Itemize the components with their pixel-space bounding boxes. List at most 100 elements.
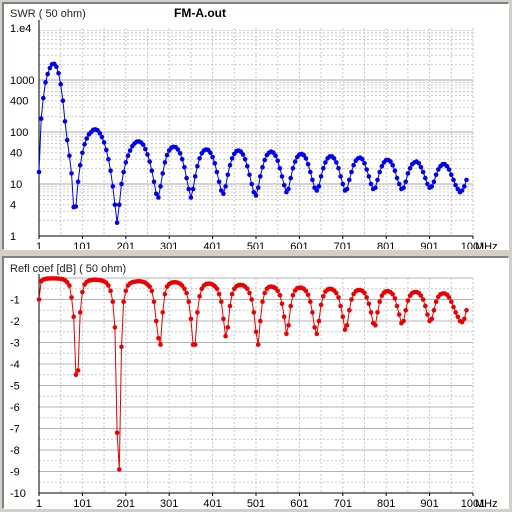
swr-data-point	[54, 64, 59, 69]
swr-data-point	[208, 150, 213, 155]
swr-data-point	[279, 174, 285, 179]
refl-data-point	[247, 290, 252, 296]
swr-data-point	[444, 163, 450, 169]
refl-data-point	[114, 430, 120, 436]
swr-data-point	[153, 191, 159, 196]
refl-data-point	[156, 335, 161, 341]
swr-data-point	[240, 152, 246, 157]
refl-data-point	[77, 310, 83, 315]
swr-data-point	[80, 150, 85, 155]
swr-data-point	[97, 130, 103, 136]
refl-data-point	[151, 299, 157, 304]
swr-data-point	[388, 159, 393, 164]
swr-data-point	[177, 151, 183, 156]
refl-data-point	[179, 283, 185, 288]
refl-data-point	[314, 331, 320, 337]
refl-data-point	[67, 283, 72, 288]
swr-data-point	[117, 202, 122, 207]
swr-data-point	[281, 182, 287, 188]
swr-data-point	[375, 177, 380, 183]
refl-data-point	[316, 318, 322, 324]
swr-data-point	[303, 156, 309, 161]
swr-data-point	[379, 163, 385, 169]
refl-data-point	[245, 286, 250, 292]
swr-data-point	[449, 172, 454, 178]
swr-data-point	[43, 80, 48, 85]
swr-data-point	[273, 153, 278, 158]
x-tick-label: 1	[36, 498, 42, 508]
refl-data-point	[255, 342, 261, 347]
refl-data-point	[340, 314, 346, 319]
swr-data-point	[436, 167, 441, 172]
swr-data-point	[336, 166, 341, 171]
y-tick-label: 400	[10, 96, 28, 108]
refl-data-point	[375, 310, 380, 315]
refl-data-point	[433, 299, 439, 304]
swr-data-point	[149, 168, 155, 173]
refl-data-point	[366, 301, 372, 307]
swr-data-point	[318, 174, 324, 179]
x-tick-label: 1001	[461, 498, 485, 508]
swr-data-point	[249, 181, 254, 187]
refl-data-point	[199, 286, 205, 292]
refl-data-point	[119, 344, 124, 350]
swr-data-point	[75, 179, 81, 185]
swr-data-point	[462, 184, 467, 189]
refl-data-point	[459, 319, 465, 325]
swr-data-point	[197, 156, 202, 161]
swr-data-point	[305, 161, 311, 167]
refl-data-point	[368, 310, 374, 315]
swr-data-point	[338, 174, 343, 179]
refl-data-point	[347, 308, 352, 313]
refl-data-point	[251, 310, 257, 315]
refl-data-point	[195, 310, 200, 315]
refl-data-point	[403, 308, 409, 313]
refl-data-point	[279, 301, 285, 307]
swr-data-point	[62, 119, 68, 124]
swr-data-point	[145, 152, 150, 157]
refl-data-point	[449, 299, 454, 304]
swr-data-point	[223, 184, 228, 189]
y-tick-label: -9	[10, 467, 20, 479]
refl-data-point	[425, 312, 430, 317]
refl-data-point	[336, 295, 341, 300]
swr-data-point	[192, 174, 198, 179]
refl-data-point	[275, 288, 281, 294]
swr-data-point	[112, 202, 118, 207]
refl-data-point	[377, 299, 383, 304]
swr-data-point	[451, 177, 456, 183]
swr-data-point	[45, 71, 50, 77]
swr-data-point	[405, 171, 411, 176]
swr-data-point	[151, 179, 157, 185]
refl-series-line	[38, 277, 467, 470]
swr-data-point	[431, 179, 437, 185]
swr-data-point	[119, 181, 124, 187]
reflection-coefficient-chart-panel: Refl coef [dB] ( 50 ohm) -1 -2 -3 -4 -5 -6 -7 -8…	[2, 256, 509, 509]
refl-data-point	[394, 303, 400, 309]
swr-chart-panel: SWR ( 50 ohm) FM-A.out 1 4 10 40 100 400 1000 1.e…	[2, 2, 509, 250]
swr-data-point	[36, 169, 42, 175]
swr-chart: SWR ( 50 ohm) FM-A.out 1 4 10 40 100 400 1000 1.e…	[10, 6, 498, 249]
refl-data-point	[281, 314, 287, 319]
swr-data-point	[162, 160, 168, 165]
refl-data-point	[284, 331, 289, 337]
x-tick-label: 901	[420, 241, 438, 249]
swr-data-point	[182, 164, 187, 170]
refl-data-point	[153, 318, 159, 324]
y-tick-label: -8	[10, 445, 20, 457]
swr-data-point	[73, 204, 79, 209]
swr-data-point	[446, 167, 452, 172]
refl-data-point	[249, 297, 254, 302]
refl-data-point	[464, 308, 469, 313]
swr-data-point	[56, 70, 61, 76]
refl-data-point	[262, 290, 268, 296]
refl-data-point	[303, 288, 309, 294]
swr-data-point	[106, 156, 111, 162]
x-tick-label: 801	[377, 498, 395, 508]
swr-data-point	[362, 161, 367, 166]
y-tick-label: -1	[10, 295, 20, 307]
swr-data-point	[277, 166, 283, 171]
swr-data-point	[175, 147, 181, 152]
refl-data-point	[342, 327, 348, 332]
x-tick-label: 1001	[461, 241, 485, 249]
